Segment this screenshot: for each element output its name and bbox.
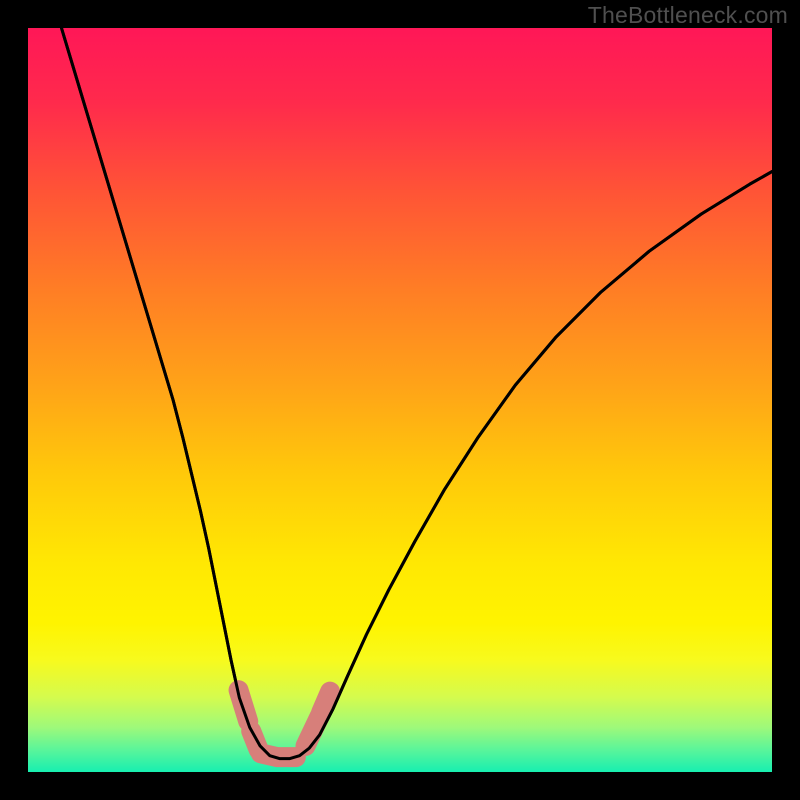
plot-gradient [28, 28, 772, 772]
marker-capsule [321, 692, 330, 713]
